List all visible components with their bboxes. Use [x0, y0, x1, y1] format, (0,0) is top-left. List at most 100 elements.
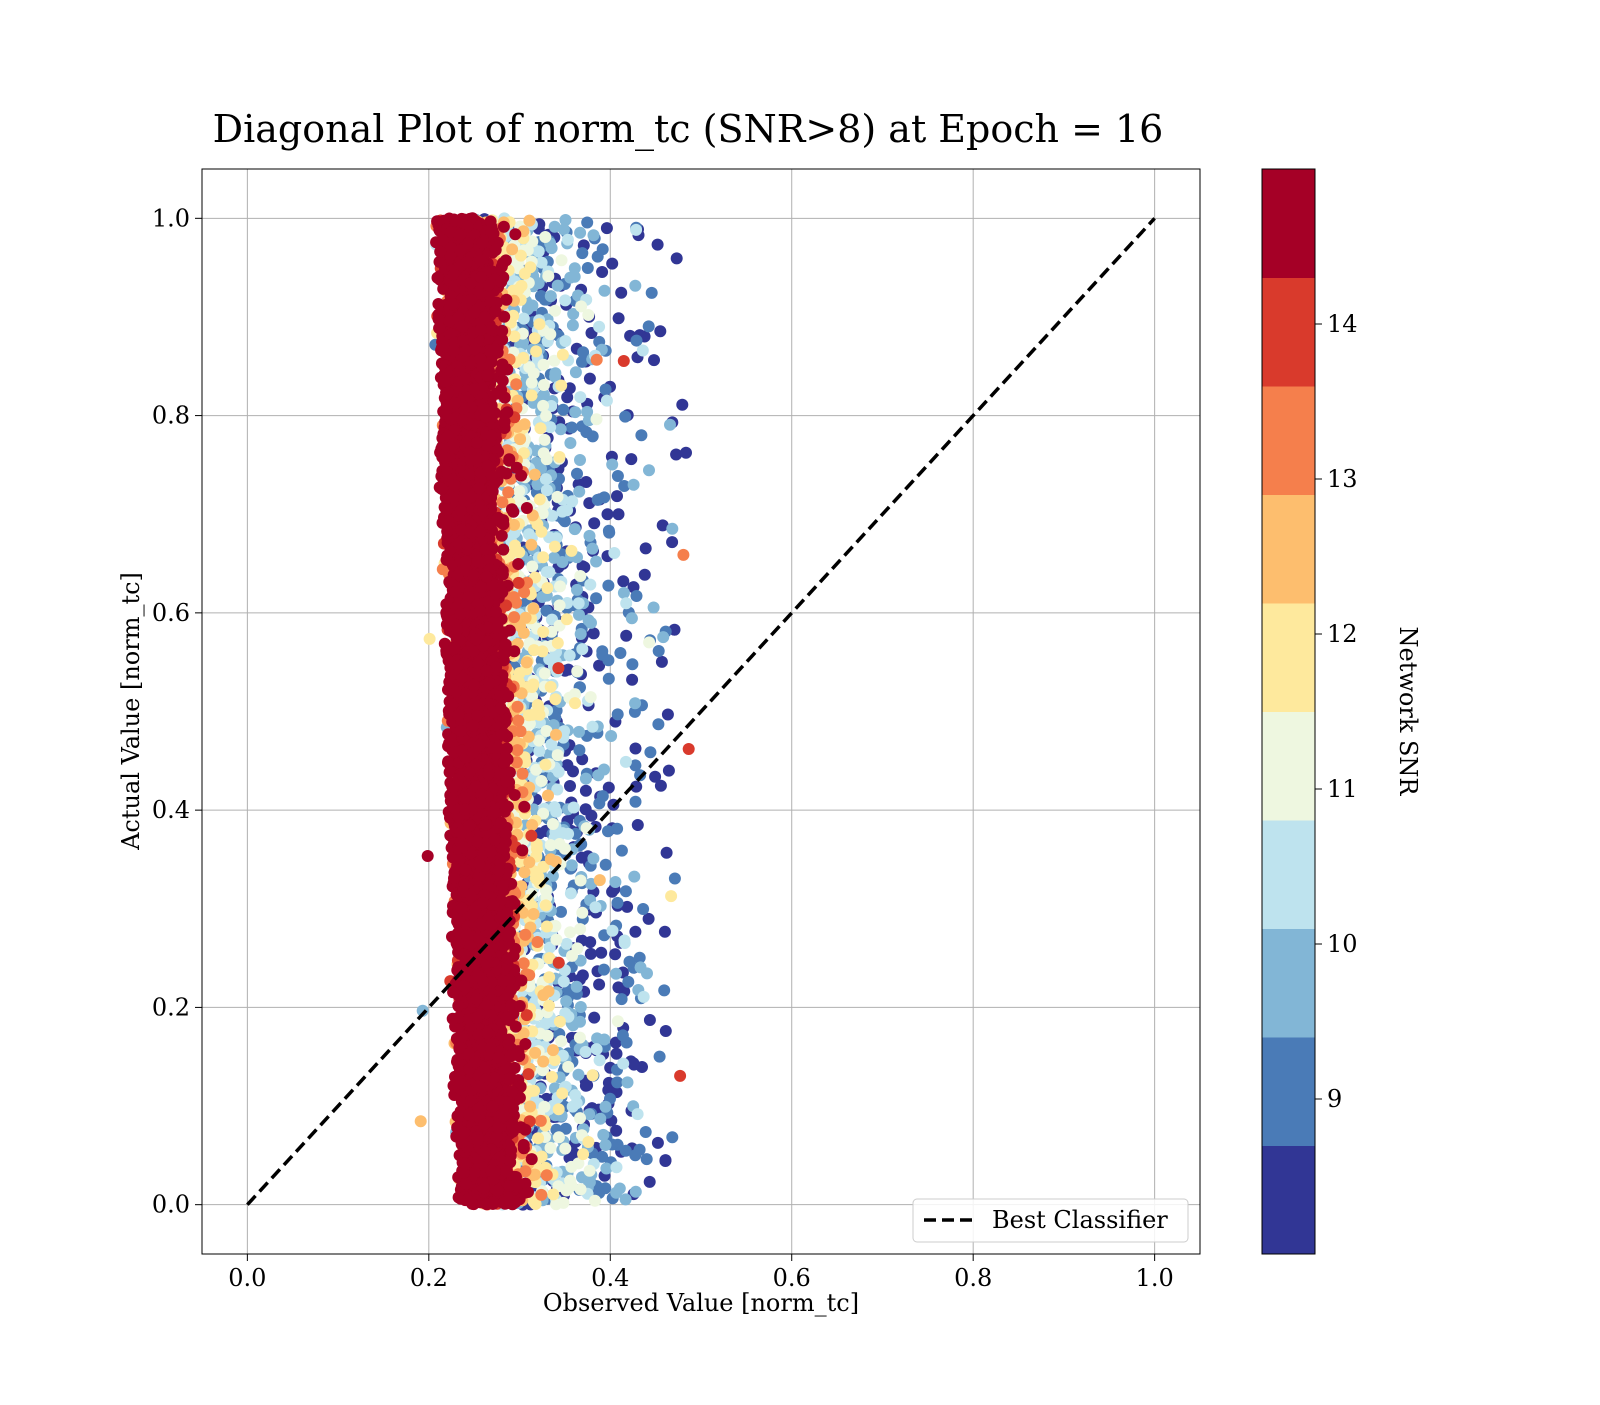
scatter-point [517, 768, 529, 780]
scatter-point [611, 1076, 623, 1088]
scatter-point [550, 729, 562, 741]
scatter-point [575, 628, 587, 640]
scatter-point [564, 437, 576, 449]
scatter-point [632, 819, 644, 831]
scatter-point [569, 697, 581, 709]
scatter-point [530, 345, 542, 357]
scatter-point [422, 850, 434, 862]
scatter-point [635, 961, 647, 973]
scatter-point [509, 228, 521, 240]
scatter-point [543, 1000, 555, 1012]
scatter-point [540, 759, 552, 771]
scatter-point [600, 384, 612, 396]
scatter-point [541, 921, 553, 933]
scatter-point [625, 453, 637, 465]
scatter-point [571, 665, 583, 677]
scatter-point [511, 744, 523, 756]
scatter-point [620, 756, 632, 768]
scatter-point [552, 749, 564, 761]
scatter-point [537, 989, 549, 1001]
scatter-point [559, 294, 571, 306]
scatter-point [659, 926, 671, 938]
scatter-point [533, 318, 545, 330]
scatter-point [574, 227, 586, 239]
scatter-point [617, 1058, 629, 1070]
scatter-point [508, 611, 520, 623]
scatter-point [632, 1108, 644, 1120]
scatter-point [532, 1132, 544, 1144]
scatter-point [646, 287, 658, 299]
scatter-point [529, 332, 541, 344]
scatter-point [534, 493, 546, 505]
scatter-point [562, 1061, 574, 1073]
scatter-point [547, 1044, 559, 1056]
scatter-point [644, 1176, 656, 1188]
scatter-point [558, 976, 570, 988]
scatter-point [525, 830, 537, 842]
scatter-point [554, 451, 566, 463]
scatter-point [663, 765, 675, 777]
scatter-point [617, 575, 629, 587]
scatter-point [573, 1069, 585, 1081]
scatter-point [545, 681, 557, 693]
scatter-point [594, 1113, 606, 1125]
scatter-point [580, 803, 592, 815]
scatter-point [582, 262, 594, 274]
scatter-point [557, 349, 569, 361]
scatter-point [575, 875, 587, 887]
scatter-point [521, 656, 533, 668]
scatter-point [618, 587, 630, 599]
scatter-point [574, 1016, 586, 1028]
scatter-point [598, 964, 610, 976]
scatter-point [603, 527, 615, 539]
scatter-point [576, 247, 588, 259]
scatter-point [542, 790, 554, 802]
scatter-point [535, 1189, 547, 1201]
scatter-point [584, 373, 596, 385]
scatter-point [571, 981, 583, 993]
scatter-point [619, 411, 631, 423]
scatter-point [589, 1195, 601, 1207]
scatter-point [415, 1115, 427, 1127]
scatter-point [564, 1175, 576, 1187]
scatter-point [602, 654, 614, 666]
scatter-point [595, 947, 607, 959]
scatter-point [589, 901, 601, 913]
scatter-point [549, 693, 561, 705]
scatter-point [661, 847, 673, 859]
scatter-point [550, 934, 562, 946]
scatter-point [630, 796, 642, 808]
scatter-point [659, 1155, 671, 1167]
scatter-point [592, 251, 604, 263]
scatter-point [537, 551, 549, 563]
scatter-point [600, 1101, 612, 1113]
scatter-point [553, 957, 565, 969]
scatter-point [541, 453, 553, 465]
scatter-point [613, 508, 625, 520]
scatter-point [573, 726, 585, 738]
scatter-point [640, 1126, 652, 1138]
scatter-point [535, 422, 547, 434]
scatter-point [588, 627, 600, 639]
scatter-point [567, 319, 579, 331]
scatter-point [639, 569, 651, 581]
scatter-point [652, 1137, 664, 1149]
scatter-point [573, 597, 585, 609]
scatter-point [616, 993, 628, 1005]
scatter-point [539, 434, 551, 446]
scatter-point [598, 764, 610, 776]
scatter-point [566, 950, 578, 962]
scatter-point [637, 345, 649, 357]
scatter-point [587, 1069, 599, 1081]
scatter-point [570, 366, 582, 378]
scatter-point [643, 636, 655, 648]
scatter-point [630, 224, 642, 236]
scatter-point [585, 691, 597, 703]
scatter-point [611, 490, 623, 502]
scatter-point [620, 597, 632, 609]
scatter-point [601, 395, 613, 407]
scatter-point [643, 464, 655, 476]
scatter-point [660, 1025, 672, 1037]
scatter-point [524, 261, 536, 273]
